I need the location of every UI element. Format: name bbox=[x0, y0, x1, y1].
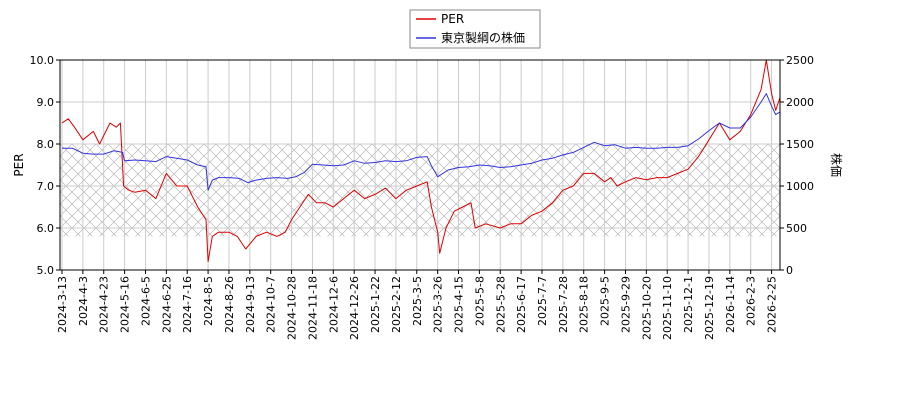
x-tick-label: 2024-9-13 bbox=[244, 276, 257, 333]
y-right-tick-label: 0 bbox=[786, 264, 793, 277]
legend-box bbox=[409, 9, 541, 49]
x-tick-label: 2025-1-22 bbox=[369, 276, 382, 333]
x-tick-label: 2024-7-16 bbox=[181, 276, 194, 333]
x-tick-label: 2025-8-18 bbox=[578, 276, 591, 333]
x-tick-label: 2024-6-5 bbox=[140, 276, 153, 326]
x-tick-label: 2024-6-25 bbox=[160, 276, 173, 333]
y-left-tick-label: 9.0 bbox=[37, 96, 55, 109]
x-tick-label: 2024-10-28 bbox=[286, 276, 299, 340]
y-right-tick-label: 500 bbox=[786, 222, 807, 235]
stock-price-series-line bbox=[62, 93, 781, 191]
x-tick-label: 2024-10-7 bbox=[265, 276, 278, 333]
x-tick-label: 2025-7-28 bbox=[557, 276, 570, 333]
x-tick-label: 2024-8-5 bbox=[202, 276, 215, 326]
x-tick-label: 2026-2-3 bbox=[745, 276, 758, 326]
x-tick-label: 2024-4-3 bbox=[77, 276, 90, 326]
y-left-tick-label: 6.0 bbox=[37, 222, 55, 235]
x-tick-label: 2025-12-19 bbox=[703, 276, 716, 340]
x-tick-label: 2024-11-18 bbox=[306, 276, 319, 340]
y-left-tick-label: 5.0 bbox=[37, 264, 55, 277]
x-tick-label: 2025-4-15 bbox=[453, 276, 466, 333]
y-right-tick-label: 1500 bbox=[786, 138, 814, 151]
x-tick-label: 2025-5-8 bbox=[473, 276, 486, 326]
x-tick-label: 2025-9-29 bbox=[620, 276, 633, 333]
shaded-band bbox=[60, 144, 780, 237]
x-tick-label: 2026-2-25 bbox=[766, 276, 779, 333]
y-left-axis-label: PER bbox=[12, 153, 26, 176]
y-right-tick-label: 2000 bbox=[786, 96, 814, 109]
y-right-tick-label: 2500 bbox=[786, 54, 814, 67]
x-tick-label: 2025-10-20 bbox=[640, 276, 653, 340]
x-tick-label: 2025-2-12 bbox=[390, 276, 403, 333]
x-tick-label: 2024-12-26 bbox=[348, 276, 361, 340]
x-tick-label: 2025-12-1 bbox=[682, 276, 695, 333]
legend: PER 東京製綱の株価 bbox=[409, 9, 541, 49]
x-tick-label: 2025-9-5 bbox=[599, 276, 612, 326]
x-tick-label: 2024-4-23 bbox=[98, 276, 111, 333]
x-tick-label: 2025-11-10 bbox=[661, 276, 674, 340]
x-tick-label: 2025-6-17 bbox=[515, 276, 528, 333]
x-tick-label: 2024-3-13 bbox=[56, 276, 69, 333]
x-tick-label: 2025-3-26 bbox=[432, 276, 445, 333]
y-left-tick-label: 8.0 bbox=[37, 138, 55, 151]
x-tick-label: 2024-8-26 bbox=[223, 276, 236, 333]
y-left-tick-label: 7.0 bbox=[37, 180, 55, 193]
y-left-tick-label: 10.0 bbox=[30, 54, 55, 67]
x-tick-label: 2025-5-28 bbox=[494, 276, 507, 333]
per-series-line bbox=[61, 59, 781, 263]
x-tick-label: 2024-5-16 bbox=[119, 276, 132, 333]
x-tick-label: 2025-3-5 bbox=[411, 276, 424, 326]
plot-area-frame bbox=[59, 59, 781, 271]
legend-per-label: PER bbox=[441, 12, 464, 26]
y-right-axis-label: 株価 bbox=[829, 153, 844, 177]
x-tick-label: 2024-12-6 bbox=[327, 276, 340, 333]
x-tick-label: 2026-1-14 bbox=[724, 276, 737, 333]
y-right-tick-label: 1000 bbox=[786, 180, 814, 193]
x-tick-label: 2025-7-7 bbox=[536, 276, 549, 326]
legend-price-label: 東京製綱の株価 bbox=[441, 30, 525, 45]
